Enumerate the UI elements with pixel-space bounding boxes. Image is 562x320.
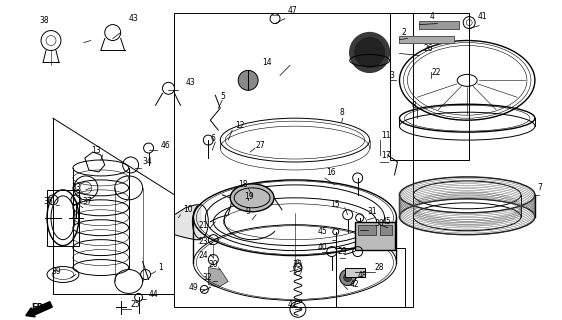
Circle shape (340, 269, 356, 285)
Bar (345, 268, 365, 277)
Text: 15: 15 (330, 200, 339, 209)
Bar (336, 248, 405, 307)
Text: 13: 13 (91, 146, 101, 155)
Text: 24: 24 (198, 251, 208, 260)
Bar (400, 36, 454, 43)
Text: 6: 6 (210, 133, 215, 143)
Text: 16: 16 (326, 168, 336, 178)
Circle shape (353, 36, 386, 68)
Polygon shape (209, 268, 228, 287)
Bar (174, 13, 414, 307)
Text: 10: 10 (183, 205, 193, 214)
Text: 44: 44 (148, 290, 158, 299)
Circle shape (238, 70, 258, 90)
Text: 14: 14 (262, 58, 271, 67)
Bar (419, 20, 459, 28)
Text: 22: 22 (432, 68, 441, 77)
Text: 46: 46 (161, 140, 170, 149)
Text: 8: 8 (340, 108, 345, 117)
Text: FR.: FR. (31, 303, 47, 312)
Text: 37: 37 (83, 197, 93, 206)
Text: 21: 21 (198, 221, 208, 230)
Text: 34: 34 (143, 157, 152, 166)
Text: 4: 4 (429, 12, 434, 21)
Bar (355, 222, 395, 250)
Text: 31: 31 (368, 207, 377, 216)
Text: 33: 33 (71, 183, 81, 192)
Bar (357, 225, 375, 235)
Text: 36: 36 (43, 197, 53, 206)
Text: 48: 48 (357, 271, 368, 280)
Text: 47: 47 (288, 6, 298, 15)
Text: 45: 45 (318, 227, 328, 236)
Circle shape (350, 33, 389, 72)
Text: 5: 5 (220, 92, 225, 101)
Text: 8: 8 (411, 101, 416, 110)
Text: 19: 19 (244, 192, 254, 201)
Bar (47, 190, 79, 246)
Text: 18: 18 (238, 180, 248, 189)
Ellipse shape (230, 184, 274, 212)
Text: 12: 12 (235, 121, 244, 130)
Text: 9: 9 (245, 207, 250, 216)
Text: 20: 20 (209, 260, 218, 269)
Text: 39: 39 (51, 267, 61, 276)
Text: 27: 27 (255, 140, 265, 149)
Text: 42: 42 (350, 280, 359, 289)
Text: 26: 26 (423, 44, 433, 53)
Text: 42: 42 (288, 300, 298, 309)
Text: 28: 28 (375, 263, 384, 272)
Text: 25: 25 (130, 300, 140, 309)
Text: 30: 30 (375, 219, 384, 228)
Text: 11: 11 (382, 131, 391, 140)
FancyArrow shape (26, 302, 52, 317)
Text: 23: 23 (198, 237, 208, 246)
Text: 40: 40 (318, 243, 328, 252)
Text: 43: 43 (129, 14, 138, 23)
Text: 3: 3 (389, 71, 395, 80)
Text: 32: 32 (202, 273, 212, 282)
Bar (379, 225, 392, 235)
Text: 45: 45 (382, 217, 391, 226)
Text: 38: 38 (39, 16, 49, 25)
Text: 7: 7 (537, 183, 542, 192)
Circle shape (344, 274, 352, 282)
Text: 29: 29 (338, 247, 347, 256)
Text: 35: 35 (292, 260, 302, 269)
Bar (355, 222, 395, 250)
Text: 17: 17 (382, 150, 391, 160)
Text: 49: 49 (188, 283, 198, 292)
Text: 2: 2 (401, 28, 406, 37)
Bar (389, 13, 469, 160)
Text: 43: 43 (185, 78, 195, 87)
Text: 1: 1 (158, 263, 164, 272)
Text: 41: 41 (477, 12, 487, 21)
